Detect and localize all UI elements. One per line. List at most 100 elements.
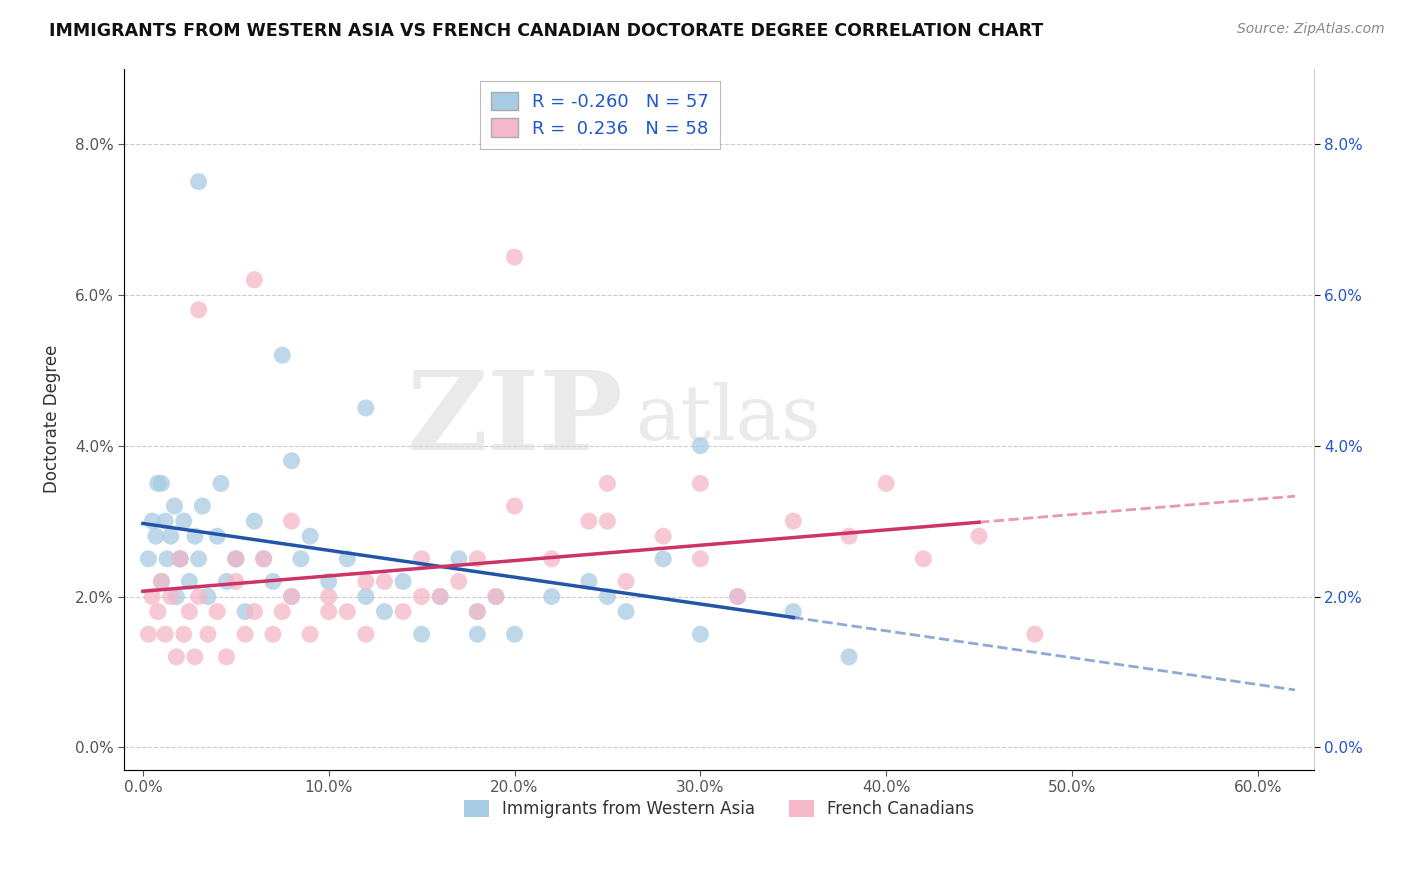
Text: atlas: atlas (636, 383, 821, 457)
Point (215, 574, 238, 589)
Point (485, 590, 508, 604)
Point (411, 551, 433, 566)
Point (373, 605, 395, 619)
Point (243, 514, 266, 528)
Point (689, 476, 711, 491)
Point (159, 529, 181, 543)
Point (187, 551, 209, 566)
Point (467, 605, 489, 619)
Point (652, 529, 675, 543)
Point (912, 551, 935, 566)
Point (225, 551, 247, 566)
Point (262, 627, 284, 641)
Point (197, 590, 219, 604)
Point (145, 529, 167, 543)
Point (209, 476, 232, 491)
Y-axis label: Doctorate Degree: Doctorate Degree (44, 345, 60, 493)
Point (354, 590, 377, 604)
Point (191, 499, 214, 513)
Point (782, 514, 804, 528)
Point (1024, 627, 1046, 641)
Point (280, 590, 302, 604)
Point (614, 574, 637, 589)
Point (689, 627, 711, 641)
Point (578, 574, 600, 589)
Point (271, 605, 294, 619)
Point (253, 551, 276, 566)
Point (503, 250, 526, 264)
Point (169, 551, 191, 566)
Point (503, 499, 526, 513)
Point (782, 605, 804, 619)
Point (392, 605, 415, 619)
Point (838, 649, 860, 664)
Point (299, 627, 322, 641)
Point (169, 551, 191, 566)
Point (596, 514, 619, 528)
Point (447, 551, 470, 566)
Text: Source: ZipAtlas.com: Source: ZipAtlas.com (1237, 22, 1385, 37)
Point (138, 551, 160, 566)
Point (184, 649, 207, 664)
Point (354, 574, 377, 589)
Point (150, 574, 173, 589)
Point (141, 590, 163, 604)
Point (540, 551, 562, 566)
Point (447, 574, 470, 589)
Point (838, 529, 860, 543)
Point (146, 476, 169, 491)
Point (336, 551, 359, 566)
Point (578, 514, 600, 528)
Point (967, 529, 990, 543)
Point (596, 476, 619, 491)
Point (318, 590, 340, 604)
Point (467, 605, 489, 619)
Point (179, 574, 201, 589)
Point (163, 499, 186, 513)
Point (225, 574, 247, 589)
Point (262, 574, 284, 589)
Point (243, 605, 266, 619)
Point (205, 605, 228, 619)
Point (169, 551, 191, 566)
Point (429, 590, 451, 604)
Point (159, 590, 181, 604)
Point (354, 627, 377, 641)
Point (205, 529, 228, 543)
Point (727, 590, 749, 604)
Point (411, 627, 433, 641)
Point (187, 302, 209, 317)
Point (392, 574, 415, 589)
Point (467, 627, 489, 641)
Point (253, 551, 276, 566)
Point (179, 605, 201, 619)
Point (689, 439, 711, 453)
Point (290, 551, 312, 566)
Point (503, 627, 526, 641)
Point (173, 514, 195, 528)
Point (156, 551, 179, 566)
Point (173, 627, 195, 641)
Point (689, 551, 711, 566)
Point (184, 529, 207, 543)
Point (187, 590, 209, 604)
Point (875, 476, 897, 491)
Point (233, 627, 256, 641)
Point (138, 627, 160, 641)
Text: IMMIGRANTS FROM WESTERN ASIA VS FRENCH CANADIAN DOCTORATE DEGREE CORRELATION CHA: IMMIGRANTS FROM WESTERN ASIA VS FRENCH C… (49, 22, 1043, 40)
Point (373, 574, 395, 589)
Point (150, 476, 173, 491)
Point (614, 605, 637, 619)
Point (197, 627, 219, 641)
Point (153, 514, 176, 528)
Point (354, 401, 377, 415)
Point (225, 551, 247, 566)
Point (318, 605, 340, 619)
Point (467, 551, 489, 566)
Point (150, 574, 173, 589)
Point (336, 605, 359, 619)
Point (299, 529, 322, 543)
Point (141, 514, 163, 528)
Point (540, 590, 562, 604)
Point (280, 590, 302, 604)
